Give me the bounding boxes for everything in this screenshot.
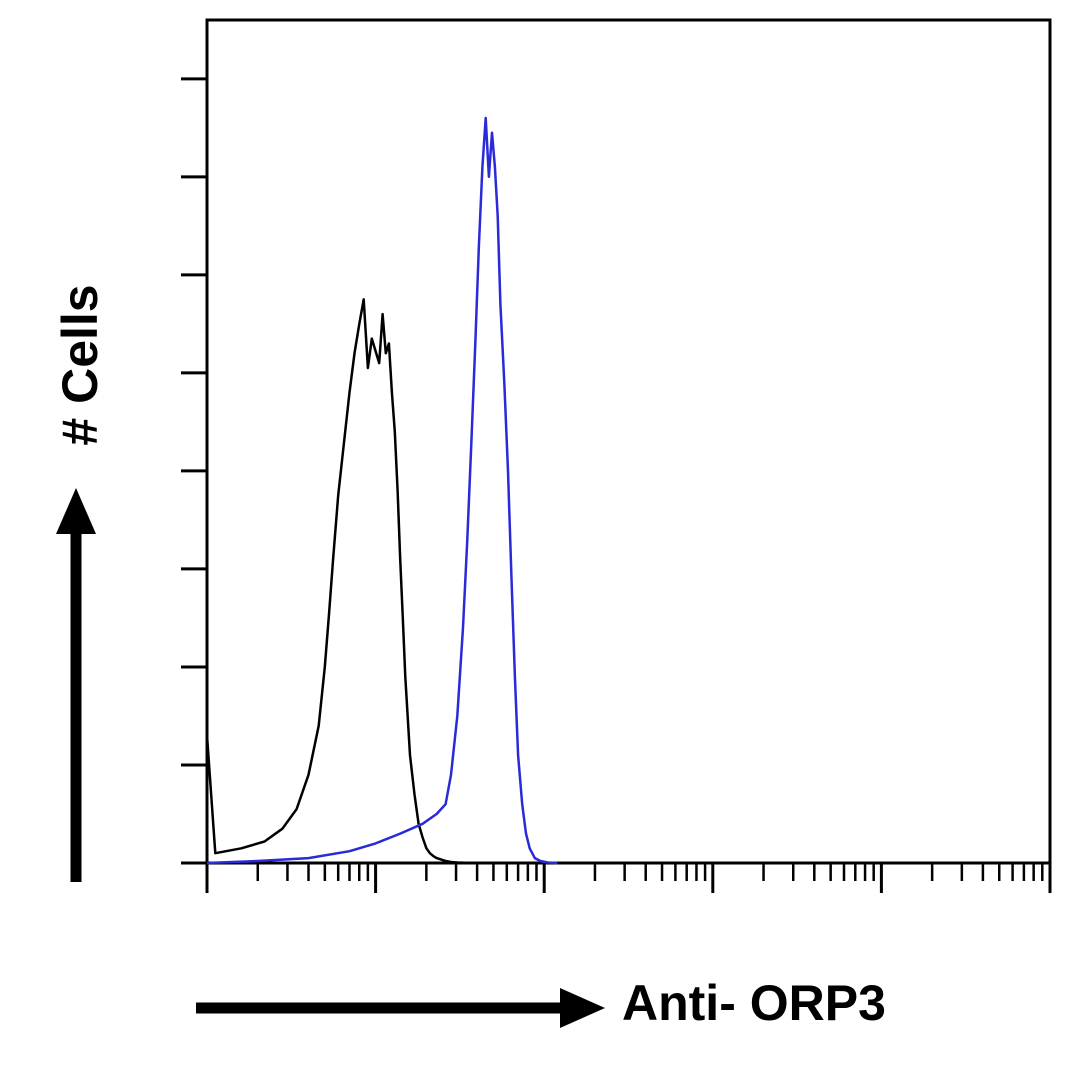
y-axis-ticks xyxy=(181,77,207,865)
x-axis-ticks xyxy=(205,863,1052,893)
series-line-1 xyxy=(205,298,476,865)
series-line-2 xyxy=(206,116,558,865)
plot-frame xyxy=(205,18,1052,865)
y-axis-label: # Cells xyxy=(52,284,108,446)
x-axis-label: Anti- ORP3 xyxy=(622,975,886,1031)
x-axis-arrow-icon xyxy=(196,988,605,1028)
series-layer xyxy=(205,116,558,865)
y-axis-arrow-icon xyxy=(56,488,96,882)
